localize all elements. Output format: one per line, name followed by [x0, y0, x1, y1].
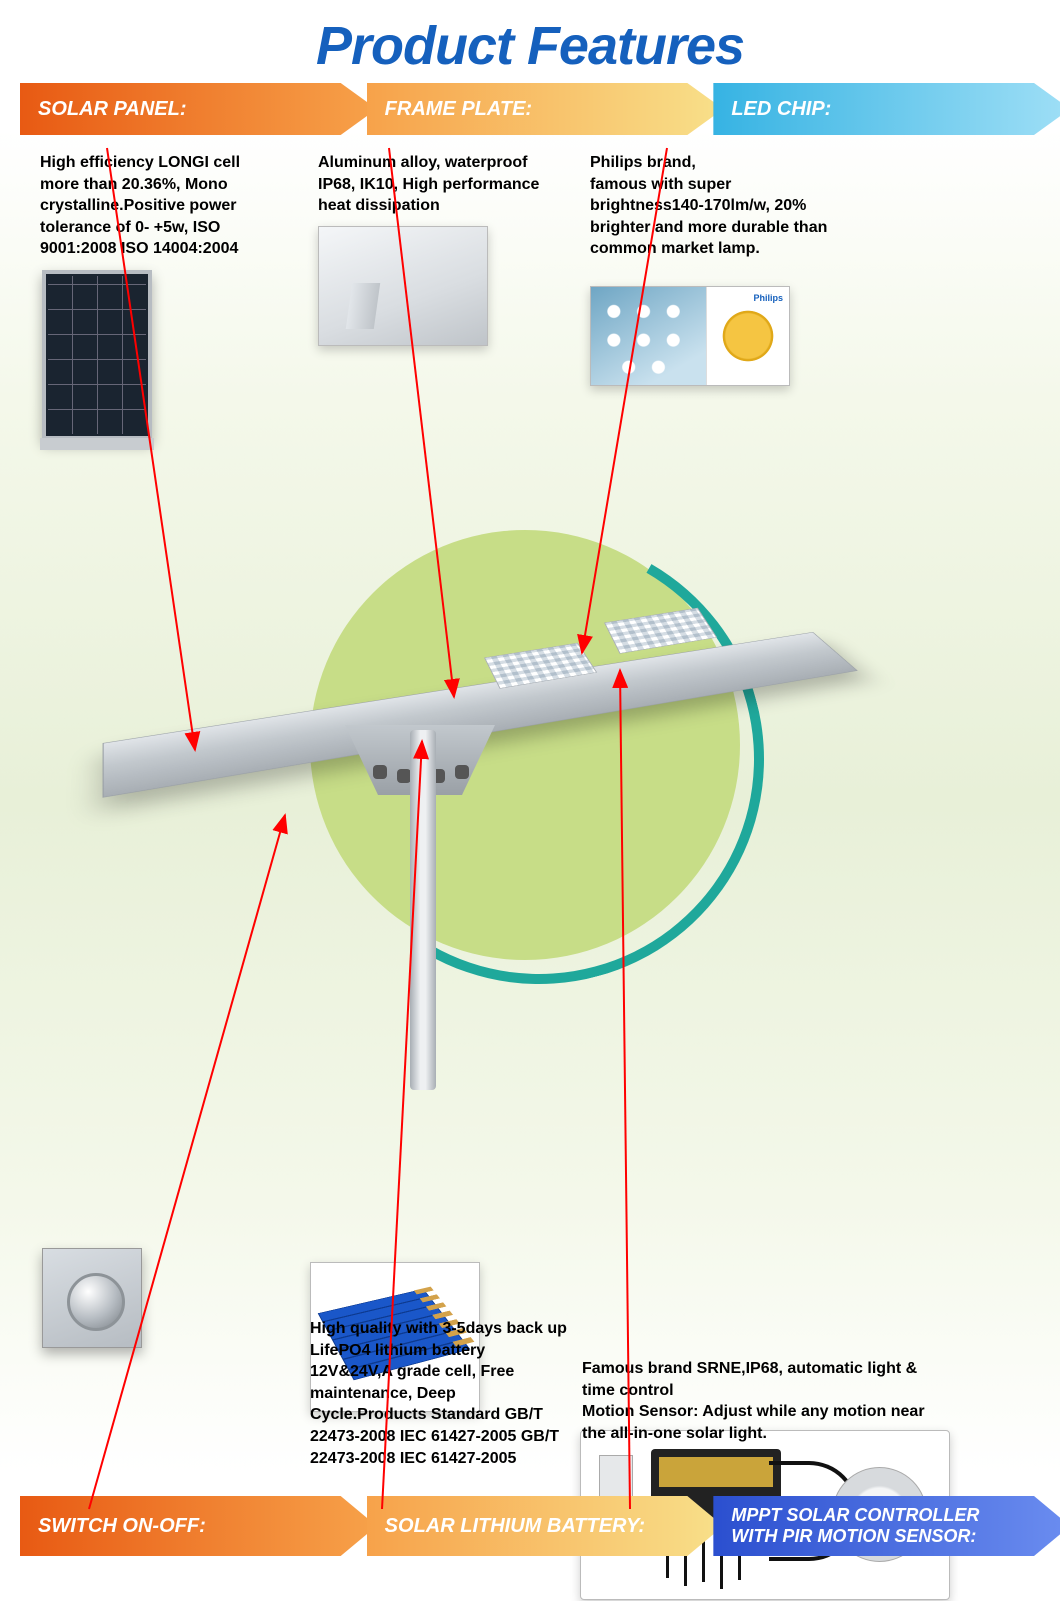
thumb-led-chip — [590, 286, 790, 386]
arrow-led-chip: LED CHIP: — [713, 83, 1060, 135]
desc-controller: Famous brand SRNE,IP68, automatic light … — [582, 1358, 932, 1444]
arrow-solar-panel: SOLAR PANEL: — [20, 83, 377, 135]
desc-battery: High quality with 3-5days back up LifePO… — [310, 1318, 570, 1469]
philips-cob-icon — [706, 287, 789, 385]
thumb-solar-panel — [42, 270, 152, 440]
arrow-controller: MPPT SOLAR CONTROLLER WITH PIR MOTION SE… — [713, 1496, 1060, 1556]
lamp-body-icon — [103, 632, 858, 798]
bracket-hole-icon — [373, 765, 387, 779]
desc-frame-plate: Aluminum alloy, waterproof IP68, IK10, H… — [318, 152, 558, 217]
pole-icon — [410, 730, 436, 1090]
arrow-label: SWITCH ON-OFF: — [38, 1515, 206, 1537]
arrow-label: LED CHIP: — [731, 98, 831, 120]
bracket-hole-icon — [397, 769, 411, 783]
bottom-arrow-row: SWITCH ON-OFF: SOLAR LITHIUM BATTERY: MP… — [20, 1496, 1060, 1556]
desc-led-chip: Philips brand, famous with super brightn… — [590, 152, 830, 260]
arrow-label: SOLAR LITHIUM BATTERY: — [385, 1515, 645, 1537]
arrow-label: MPPT SOLAR CONTROLLER WITH PIR MOTION SE… — [731, 1505, 979, 1546]
bracket-hole-icon — [455, 765, 469, 779]
arrow-frame-plate: FRAME PLATE: — [367, 83, 724, 135]
page-title: Product Features — [0, 15, 1060, 77]
arrow-label: SOLAR PANEL: — [38, 98, 187, 120]
led-panel-icon — [604, 608, 717, 654]
arrow-switch: SWITCH ON-OFF: — [20, 1496, 377, 1556]
arrow-label: FRAME PLATE: — [385, 98, 532, 120]
thumb-switch — [42, 1248, 142, 1348]
top-arrow-row: SOLAR PANEL: FRAME PLATE: LED CHIP: — [20, 83, 1060, 135]
led-array-icon — [591, 287, 706, 385]
solar-panel-icon — [42, 270, 152, 440]
arrow-battery: SOLAR LITHIUM BATTERY: — [367, 1496, 724, 1556]
desc-solar-panel: High efficiency LONGI cell more than 20.… — [40, 152, 280, 260]
product-solar-streetlight — [120, 540, 900, 1000]
thumb-frame-plate — [318, 226, 488, 346]
